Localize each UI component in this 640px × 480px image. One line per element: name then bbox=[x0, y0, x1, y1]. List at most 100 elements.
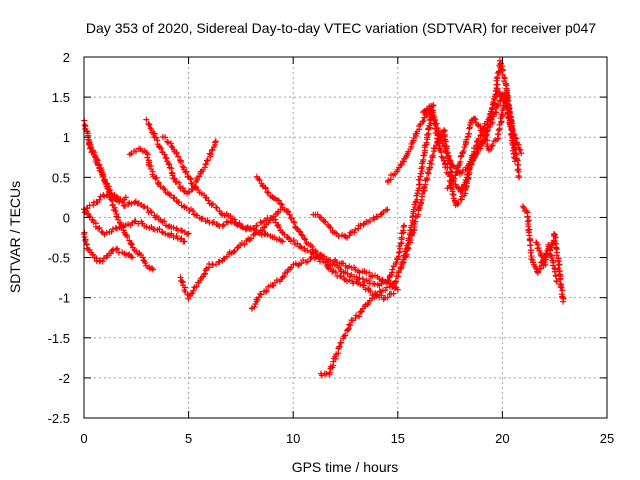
data-point bbox=[434, 131, 441, 138]
data-point bbox=[523, 208, 530, 215]
data-point bbox=[300, 257, 307, 264]
data-point bbox=[459, 149, 466, 156]
data-point bbox=[205, 197, 212, 204]
data-point bbox=[178, 235, 185, 242]
axis-ticks bbox=[83, 56, 608, 419]
data-point bbox=[430, 120, 437, 127]
data-point bbox=[495, 127, 502, 134]
data-point bbox=[429, 152, 436, 159]
grid-lines bbox=[84, 57, 607, 418]
data-point bbox=[248, 235, 255, 242]
data-point bbox=[291, 219, 298, 226]
data-point bbox=[445, 155, 452, 162]
data-point bbox=[457, 188, 464, 195]
data-point bbox=[525, 217, 532, 224]
data-point bbox=[546, 247, 553, 254]
data-point bbox=[122, 194, 129, 201]
data-point bbox=[302, 236, 309, 243]
data-point bbox=[112, 208, 119, 215]
data-point bbox=[97, 167, 104, 174]
data-point bbox=[82, 237, 89, 244]
series-track-e bbox=[85, 137, 129, 204]
data-point bbox=[455, 200, 462, 207]
data-point bbox=[208, 201, 215, 208]
y-tick-label: -1 bbox=[58, 291, 70, 306]
data-point bbox=[171, 175, 178, 182]
data-point bbox=[501, 75, 508, 82]
data-point bbox=[187, 290, 194, 297]
data-point bbox=[491, 96, 498, 103]
data-point bbox=[441, 133, 448, 140]
data-point bbox=[176, 199, 183, 206]
data-point bbox=[385, 177, 392, 184]
data-point bbox=[90, 202, 97, 209]
data-point bbox=[509, 147, 516, 154]
data-point bbox=[95, 162, 102, 169]
plot-frame bbox=[83, 56, 608, 419]
data-point bbox=[177, 227, 184, 234]
data-point bbox=[113, 225, 120, 232]
data-point bbox=[193, 283, 200, 290]
data-point bbox=[298, 260, 305, 267]
data-point bbox=[165, 161, 172, 168]
data-point bbox=[350, 280, 357, 287]
data-point bbox=[338, 339, 345, 346]
data-point bbox=[473, 142, 480, 149]
data-point bbox=[220, 221, 227, 228]
data-point bbox=[420, 118, 427, 125]
data-point bbox=[414, 190, 421, 197]
data-point bbox=[460, 148, 467, 155]
x-tick-label: 25 bbox=[600, 431, 614, 446]
data-point bbox=[535, 268, 542, 275]
data-point bbox=[385, 277, 392, 284]
data-point bbox=[288, 215, 295, 222]
data-point bbox=[527, 242, 534, 249]
data-point bbox=[131, 199, 138, 206]
data-point bbox=[419, 118, 426, 125]
data-point bbox=[294, 262, 301, 269]
data-point bbox=[401, 222, 408, 229]
data-point bbox=[352, 315, 359, 322]
data-point bbox=[392, 278, 399, 285]
data-point bbox=[219, 222, 226, 229]
data-point bbox=[356, 269, 363, 276]
data-point bbox=[316, 214, 323, 221]
series-track-c bbox=[80, 229, 136, 265]
data-point bbox=[179, 278, 186, 285]
data-point bbox=[101, 176, 108, 183]
data-point bbox=[494, 85, 501, 92]
data-point bbox=[403, 251, 410, 258]
data-point bbox=[359, 275, 366, 282]
data-point bbox=[384, 206, 391, 213]
data-point bbox=[557, 283, 564, 290]
data-point bbox=[358, 308, 365, 315]
y-tick-label: -0.5 bbox=[48, 251, 70, 266]
data-point bbox=[212, 139, 219, 146]
data-point bbox=[344, 326, 351, 333]
data-point bbox=[313, 249, 320, 256]
y-tick-label: -1.5 bbox=[48, 331, 70, 346]
data-point bbox=[141, 203, 148, 210]
data-point bbox=[444, 164, 451, 171]
data-point bbox=[352, 226, 359, 233]
data-point bbox=[279, 238, 286, 245]
data-point bbox=[389, 266, 396, 273]
data-point bbox=[275, 197, 282, 204]
x-tick-label: 20 bbox=[495, 431, 509, 446]
series-track-b bbox=[80, 206, 188, 245]
data-point bbox=[150, 266, 157, 273]
data-point bbox=[128, 240, 135, 247]
data-point bbox=[189, 207, 196, 214]
data-point bbox=[142, 260, 149, 267]
y-tick-label: 2 bbox=[63, 50, 70, 65]
data-point bbox=[125, 221, 132, 228]
data-point bbox=[83, 241, 90, 248]
data-point bbox=[213, 204, 220, 211]
data-point bbox=[264, 231, 271, 238]
data-point bbox=[509, 134, 516, 141]
data-point bbox=[162, 230, 169, 237]
data-point bbox=[153, 213, 160, 220]
data-point bbox=[489, 105, 496, 112]
data-point bbox=[553, 252, 560, 259]
data-point bbox=[209, 200, 216, 207]
